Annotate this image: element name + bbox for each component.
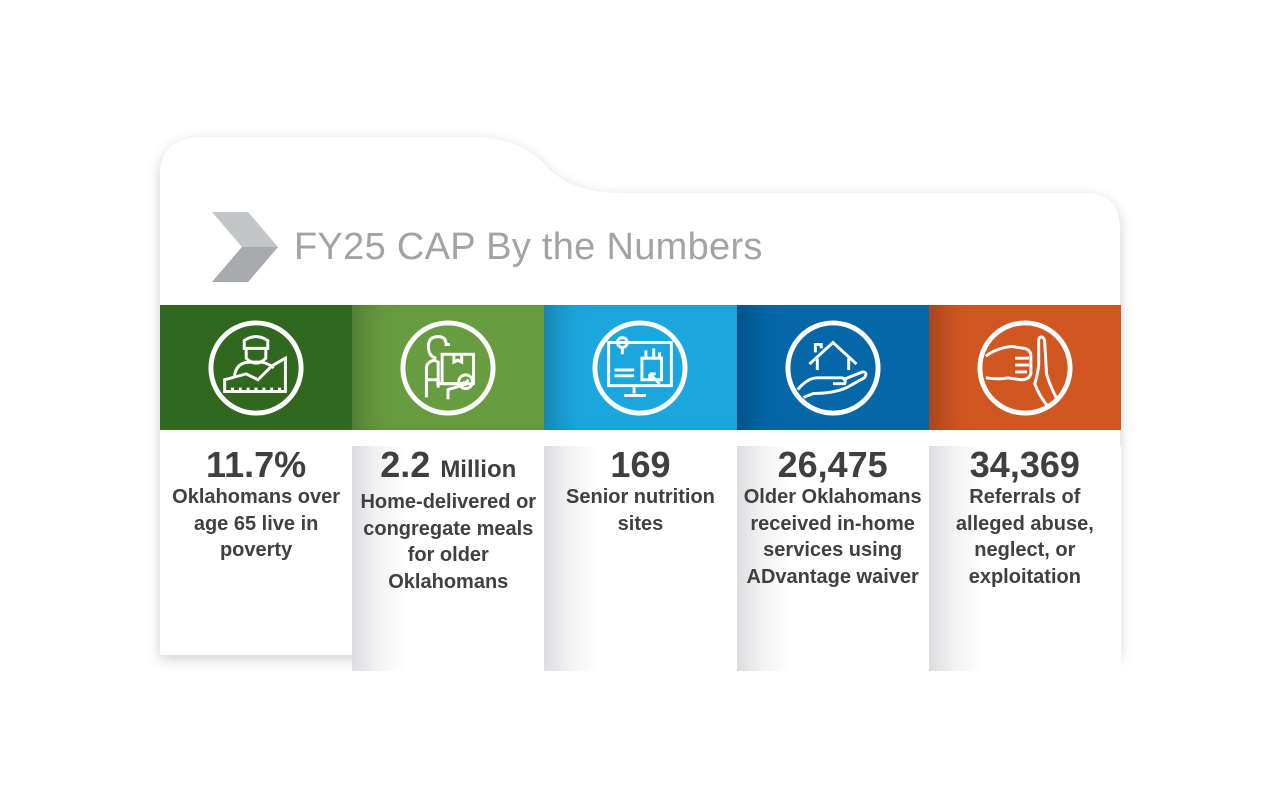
stat-text: 169 Senior nutrition sites (544, 444, 737, 671)
icon-band (928, 305, 1121, 430)
icon-band (352, 305, 545, 430)
stat-value: 169 (610, 444, 671, 485)
chevron-right-icon (212, 212, 278, 282)
delivery-person-icon (400, 319, 496, 416)
stat-description: Oklahomans over age 65 live in poverty (172, 486, 341, 561)
stat-meals: 2.2 Million Home-delivered or congregate… (352, 305, 545, 671)
stat-description: Older Oklahomans received in-home servic… (743, 486, 922, 588)
stat-unit: Million (440, 456, 517, 483)
stat-value: 2.2 Million (352, 446, 544, 489)
stat-number: 2.2 (380, 444, 431, 485)
stat-value: 26,475 (777, 444, 888, 485)
online-grocery-icon (592, 319, 688, 416)
header: FY25 CAP By the Numbers (210, 212, 763, 282)
stat-nutrition-sites: 169 Senior nutrition sites (544, 305, 737, 671)
stat-text: 26,475 Older Oklahomans received in-home… (736, 444, 929, 671)
stat-value: 34,369 (969, 444, 1080, 485)
stat-value: 11.7% (206, 444, 307, 485)
stat-description: Home-delivered or congregate meals for o… (360, 491, 537, 593)
person-poverty-chart-icon (208, 319, 304, 416)
stat-text: 11.7% Oklahomans over age 65 live in pov… (160, 446, 352, 671)
fist-stop-hand-icon (977, 319, 1073, 416)
icon-band (544, 305, 737, 430)
stat-text: 2.2 Million Home-delivered or congregate… (352, 446, 545, 671)
stat-description: Referrals of alleged abuse, neglect, or … (955, 486, 1094, 588)
stat-description: Senior nutrition sites (566, 486, 715, 535)
house-in-hand-icon (785, 319, 881, 416)
icon-band (736, 305, 929, 430)
icon-band (160, 305, 353, 430)
page-title: FY25 CAP By the Numbers (294, 225, 763, 268)
stat-poverty: 11.7% Oklahomans over age 65 live in pov… (160, 305, 353, 655)
stat-in-home-services: 26,475 Older Oklahomans received in-home… (736, 305, 929, 671)
stat-text: 34,369 Referrals of alleged abuse, negle… (928, 444, 1121, 671)
stat-abuse-referrals: 34,369 Referrals of alleged abuse, negle… (928, 305, 1121, 671)
stats-row: 11.7% Oklahomans over age 65 live in pov… (160, 305, 1121, 671)
